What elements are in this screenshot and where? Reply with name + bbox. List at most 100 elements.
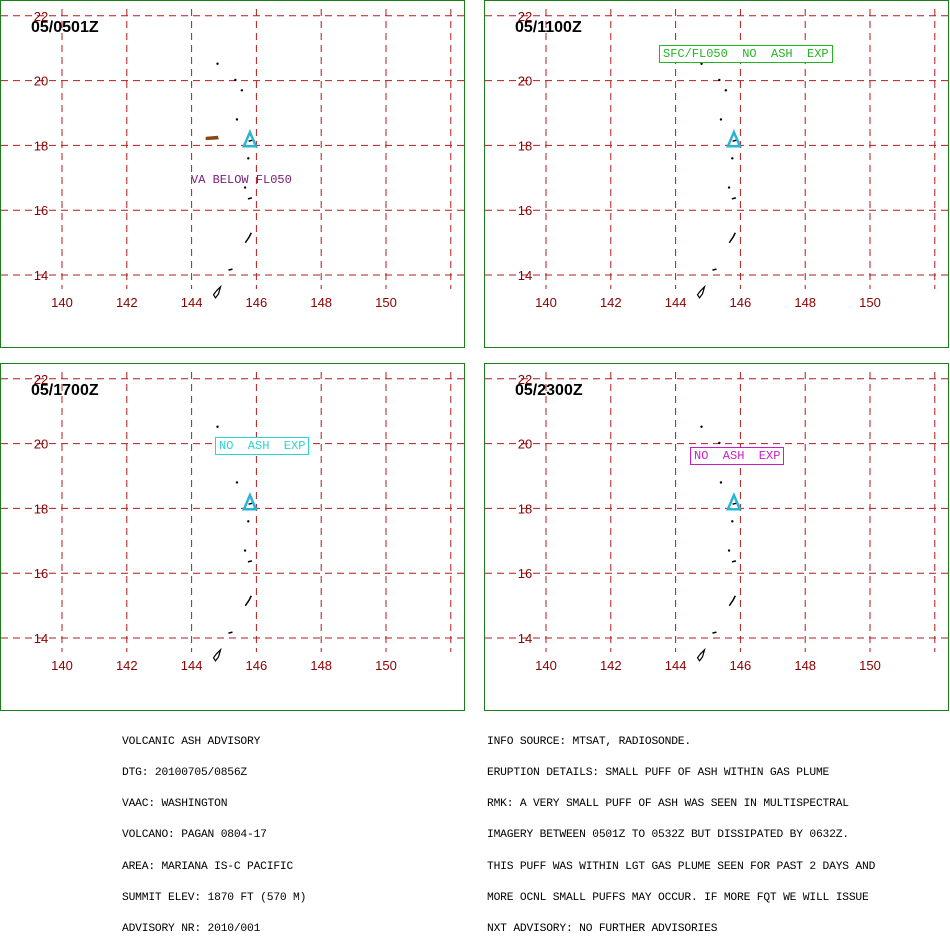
island-mark bbox=[216, 425, 219, 428]
latitude-label: 14 bbox=[518, 631, 532, 646]
advisory-line: ERUPTION DETAILS: SMALL PUFF OF ASH WITH… bbox=[487, 767, 830, 780]
map-svg: 140 142 144 146 148 150 14 16 18 20 22 bbox=[485, 372, 950, 673]
longitude-label: 148 bbox=[794, 295, 816, 310]
latitude-label: 18 bbox=[518, 501, 532, 516]
island-mark bbox=[235, 481, 239, 484]
panel-time-label: 05/1700Z bbox=[31, 382, 99, 399]
island-mark bbox=[728, 232, 736, 244]
longitude-label: 142 bbox=[116, 658, 138, 673]
volcano-icon bbox=[242, 492, 258, 511]
advisory-line: THIS PUFF WAS WITHIN LGT GAS PLUME SEEN … bbox=[487, 860, 876, 873]
advisory-line: VOLCANIC ASH ADVISORY bbox=[122, 735, 261, 748]
longitude-label: 148 bbox=[794, 658, 816, 673]
longitude-label: 150 bbox=[859, 658, 881, 673]
forecast-panel: 140 142 144 146 148 150 14 16 18 20 22 05/2300Z NO A… bbox=[484, 363, 950, 711]
longitude-label: 150 bbox=[375, 658, 397, 673]
island-mark bbox=[235, 118, 239, 121]
panel-time-label: 05/0501Z bbox=[31, 19, 99, 36]
latitude-label: 22 bbox=[34, 9, 48, 24]
latitude-label: 18 bbox=[518, 138, 532, 153]
island-mark bbox=[718, 441, 721, 445]
advisory-line: NXT ADVISORY: NO FURTHER ADVISORIES bbox=[487, 923, 718, 936]
island-mark bbox=[212, 647, 222, 662]
latitude-label: 16 bbox=[34, 203, 48, 218]
latitude-label: 20 bbox=[34, 437, 48, 452]
volcano-icon bbox=[726, 492, 742, 511]
island-mark bbox=[712, 631, 717, 634]
longitude-label: 144 bbox=[181, 295, 203, 310]
island-mark bbox=[696, 284, 706, 299]
advisory-line: MORE OCNL SMALL PUFFS MAY OCCUR. IF MORE… bbox=[487, 891, 869, 904]
island-mark bbox=[243, 186, 247, 189]
island-mark bbox=[248, 502, 253, 505]
ash-cloud-area bbox=[205, 135, 219, 141]
longitude-label: 142 bbox=[600, 295, 622, 310]
latitude-label: 18 bbox=[34, 138, 48, 153]
latitude-label: 18 bbox=[34, 501, 48, 516]
island-mark bbox=[244, 232, 252, 244]
island-mark bbox=[216, 62, 219, 65]
latitude-label: 22 bbox=[518, 9, 532, 24]
island-mark bbox=[696, 647, 706, 662]
island-mark bbox=[728, 595, 736, 607]
latitude-label: 20 bbox=[34, 74, 48, 89]
island-mark bbox=[228, 631, 233, 634]
advisory-line: VOLCANO: PAGAN 0804-17 bbox=[122, 829, 267, 842]
latitude-label: 14 bbox=[34, 631, 48, 646]
longitude-label: 150 bbox=[859, 295, 881, 310]
island-mark bbox=[731, 197, 737, 200]
island-mark bbox=[700, 425, 703, 428]
island-mark bbox=[719, 481, 723, 484]
longitude-label: 142 bbox=[600, 658, 622, 673]
longitude-label: 146 bbox=[730, 658, 752, 673]
panel-annotation: SFC/FL050 NO ASH EXP bbox=[659, 45, 833, 63]
longitude-label: 150 bbox=[375, 295, 397, 310]
latitude-label: 22 bbox=[34, 372, 48, 387]
longitude-label: 148 bbox=[310, 658, 332, 673]
latitude-label: 14 bbox=[34, 268, 48, 283]
longitude-label: 146 bbox=[246, 658, 268, 673]
island-mark bbox=[234, 78, 237, 82]
latitude-label: 14 bbox=[518, 268, 532, 283]
longitude-label: 140 bbox=[51, 295, 73, 310]
island-mark bbox=[727, 549, 731, 552]
advisory-header-text: VOLCANIC ASH ADVISORY DTG: 20100705/0856… bbox=[122, 716, 306, 945]
longitude-label: 148 bbox=[310, 295, 332, 310]
panel-annotation: VA BELOW FL050 bbox=[191, 173, 292, 187]
forecast-panel: 140 142 144 146 148 150 14 16 18 20 22 05/1700Z NO A… bbox=[0, 363, 466, 711]
longitude-label: 144 bbox=[665, 658, 687, 673]
map-svg: 140 142 144 146 148 150 14 16 18 20 22 bbox=[485, 9, 950, 310]
panel-annotation: NO ASH EXP bbox=[215, 437, 310, 455]
island-mark bbox=[212, 284, 222, 299]
island-mark bbox=[727, 186, 731, 189]
advisory-line: VAAC: WASHINGTON bbox=[122, 798, 228, 811]
advisory-line: DTG: 20100705/0856Z bbox=[122, 767, 248, 780]
island-mark bbox=[724, 89, 728, 92]
island-mark bbox=[732, 139, 737, 142]
advisory-line: AREA: MARIANA IS-C PACIFIC bbox=[122, 860, 294, 873]
volcano-icon bbox=[242, 129, 258, 148]
island-mark bbox=[248, 139, 253, 142]
advisory-line: RMK: A VERY SMALL PUFF OF ASH WAS SEEN I… bbox=[487, 798, 849, 811]
island-mark bbox=[243, 549, 247, 552]
panel-time-label: 05/1100Z bbox=[515, 19, 582, 36]
forecast-panel: 140 142 144 146 148 150 14 16 18 20 22 05/1100Z SFC/… bbox=[484, 0, 950, 348]
latitude-label: 16 bbox=[518, 203, 532, 218]
island-mark bbox=[719, 118, 723, 121]
advisory-remarks-text: INFO SOURCE: MTSAT, RADIOSONDE. ERUPTION… bbox=[487, 716, 875, 945]
island-mark bbox=[247, 197, 253, 200]
longitude-label: 144 bbox=[665, 295, 687, 310]
island-mark bbox=[700, 62, 703, 65]
longitude-label: 140 bbox=[51, 658, 73, 673]
volcano-icon bbox=[726, 129, 742, 148]
island-mark bbox=[247, 520, 250, 523]
island-mark bbox=[718, 78, 721, 82]
longitude-label: 146 bbox=[730, 295, 752, 310]
island-mark bbox=[732, 502, 737, 505]
latitude-label: 20 bbox=[518, 437, 532, 452]
forecast-panel: 140 142 144 146 148 150 14 16 18 20 22 05/0501Z VA B… bbox=[0, 0, 466, 348]
panel-time-label: 05/2300Z bbox=[515, 382, 583, 399]
longitude-label: 146 bbox=[246, 295, 268, 310]
latitude-label: 16 bbox=[34, 566, 48, 581]
panel-annotation: NO ASH EXP bbox=[690, 447, 785, 465]
